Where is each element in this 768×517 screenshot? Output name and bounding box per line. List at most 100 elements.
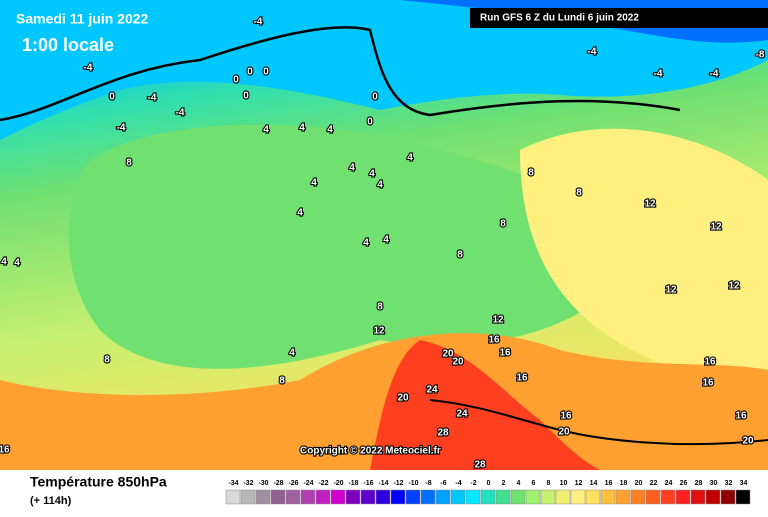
copyright: Copyright © 2022 Meteociel.fr bbox=[300, 446, 441, 457]
scale-tick-label: -16 bbox=[363, 480, 373, 487]
scale-tick-label: 16 bbox=[605, 480, 613, 487]
scale-swatch bbox=[600, 489, 616, 505]
map-label: -4 bbox=[710, 69, 719, 80]
scale-tick-label: 8 bbox=[547, 480, 551, 487]
scale-tick-label: 24 bbox=[665, 480, 673, 487]
map-label: 12 bbox=[492, 315, 504, 326]
run: Run GFS 6 Z du Lundi 6 juin 2022 bbox=[480, 13, 639, 24]
hot-zone bbox=[0, 333, 768, 470]
map-label: 16 bbox=[702, 378, 714, 389]
scale-tick-label: 6 bbox=[532, 480, 536, 487]
coastline bbox=[429, 399, 768, 446]
scale-swatch bbox=[345, 489, 361, 505]
scale-swatch bbox=[630, 489, 646, 505]
scale-tick-label: 14 bbox=[590, 480, 598, 487]
map-label: 16 bbox=[0, 445, 10, 456]
scale-swatch bbox=[225, 489, 241, 505]
scale-swatch bbox=[615, 489, 631, 505]
scale-swatch bbox=[660, 489, 676, 505]
scale-swatch bbox=[645, 489, 661, 505]
map-label: 0 bbox=[372, 92, 378, 103]
map-label: 4 bbox=[327, 125, 333, 136]
scale-tick-label: -22 bbox=[318, 480, 328, 487]
map-label: -4 bbox=[84, 63, 93, 74]
scale-tick-label: 28 bbox=[695, 480, 703, 487]
map-label: -4 bbox=[254, 17, 263, 28]
ice-edge bbox=[0, 26, 681, 122]
scale-tick-label: -28 bbox=[273, 480, 283, 487]
scale-tick-label: -20 bbox=[333, 480, 343, 487]
map-label: 24 bbox=[456, 409, 468, 420]
map-label: 16 bbox=[735, 411, 747, 422]
scale-swatch bbox=[240, 489, 256, 505]
green-zone bbox=[68, 124, 641, 369]
map-label: -4 bbox=[117, 123, 126, 134]
scale-tick-label: 26 bbox=[680, 480, 688, 487]
scale-swatch bbox=[390, 489, 406, 505]
scale-swatch bbox=[255, 489, 271, 505]
hottest-zone bbox=[370, 340, 600, 470]
scale-tick-label: -12 bbox=[393, 480, 403, 487]
map-label: -8 bbox=[756, 50, 765, 61]
scale-swatch bbox=[450, 489, 466, 505]
map-label: 8 bbox=[126, 158, 132, 169]
scale-tick-label: -2 bbox=[470, 480, 476, 487]
map-label: 20 bbox=[397, 393, 409, 404]
map-label: -4 bbox=[654, 69, 663, 80]
scale-tick-label: -24 bbox=[303, 480, 313, 487]
scale-swatch bbox=[705, 489, 721, 505]
scale-swatch bbox=[330, 489, 346, 505]
map-label: 0 bbox=[263, 67, 269, 78]
map-label: 8 bbox=[457, 250, 463, 261]
map-label: 4 bbox=[407, 153, 413, 164]
warm-zone bbox=[520, 128, 768, 400]
map-label: 4 bbox=[349, 163, 355, 174]
map-label: 8 bbox=[377, 302, 383, 313]
scale-swatch bbox=[435, 489, 451, 505]
scale-swatch bbox=[525, 489, 541, 505]
scale-tick-label: 0 bbox=[487, 480, 491, 487]
date: Samedi 11 juin 2022 bbox=[16, 11, 149, 27]
time: 1:00 locale bbox=[22, 35, 114, 55]
map-label: 28 bbox=[474, 460, 486, 471]
scale-tick-label: 22 bbox=[650, 480, 658, 487]
scale-swatch bbox=[510, 489, 526, 505]
scale-tick-label: 18 bbox=[620, 480, 628, 487]
map-label: 4 bbox=[383, 235, 389, 246]
scale-swatch bbox=[375, 489, 391, 505]
map-label: 12 bbox=[644, 199, 656, 210]
scale-tick-label: 32 bbox=[725, 480, 733, 487]
map-label: 4 bbox=[1, 257, 7, 268]
map-label: 0 bbox=[247, 67, 253, 78]
scale-swatch bbox=[465, 489, 481, 505]
map-label: 8 bbox=[576, 188, 582, 199]
scale-tick-label: -34 bbox=[228, 480, 238, 487]
map-label: 4 bbox=[263, 125, 269, 136]
map-label: 16 bbox=[488, 335, 500, 346]
scale-swatch bbox=[300, 489, 316, 505]
map-label: 4 bbox=[363, 238, 369, 249]
scale-tick-label: -32 bbox=[243, 480, 253, 487]
map-label: 16 bbox=[516, 373, 528, 384]
map-label: 24 bbox=[426, 385, 438, 396]
map-label: 12 bbox=[665, 285, 677, 296]
scale-tick-label: -14 bbox=[378, 480, 388, 487]
map-label: 0 bbox=[367, 117, 373, 128]
map-label: -4 bbox=[148, 93, 157, 104]
scale-swatch bbox=[405, 489, 421, 505]
scale-swatch bbox=[315, 489, 331, 505]
map-label: 28 bbox=[437, 428, 449, 439]
map bbox=[0, 0, 768, 470]
scale-swatch bbox=[270, 489, 286, 505]
map-label: 8 bbox=[104, 355, 110, 366]
map-label: 20 bbox=[558, 427, 570, 438]
map-label: 4 bbox=[377, 180, 383, 191]
scale-tick-label: -6 bbox=[440, 480, 446, 487]
scale-tick-label: 4 bbox=[517, 480, 521, 487]
scale-tick-label: 30 bbox=[710, 480, 718, 487]
scale-tick-label: -10 bbox=[408, 480, 418, 487]
map-label: 8 bbox=[528, 168, 534, 179]
scale-swatch bbox=[495, 489, 511, 505]
map-label: 4 bbox=[14, 258, 20, 269]
